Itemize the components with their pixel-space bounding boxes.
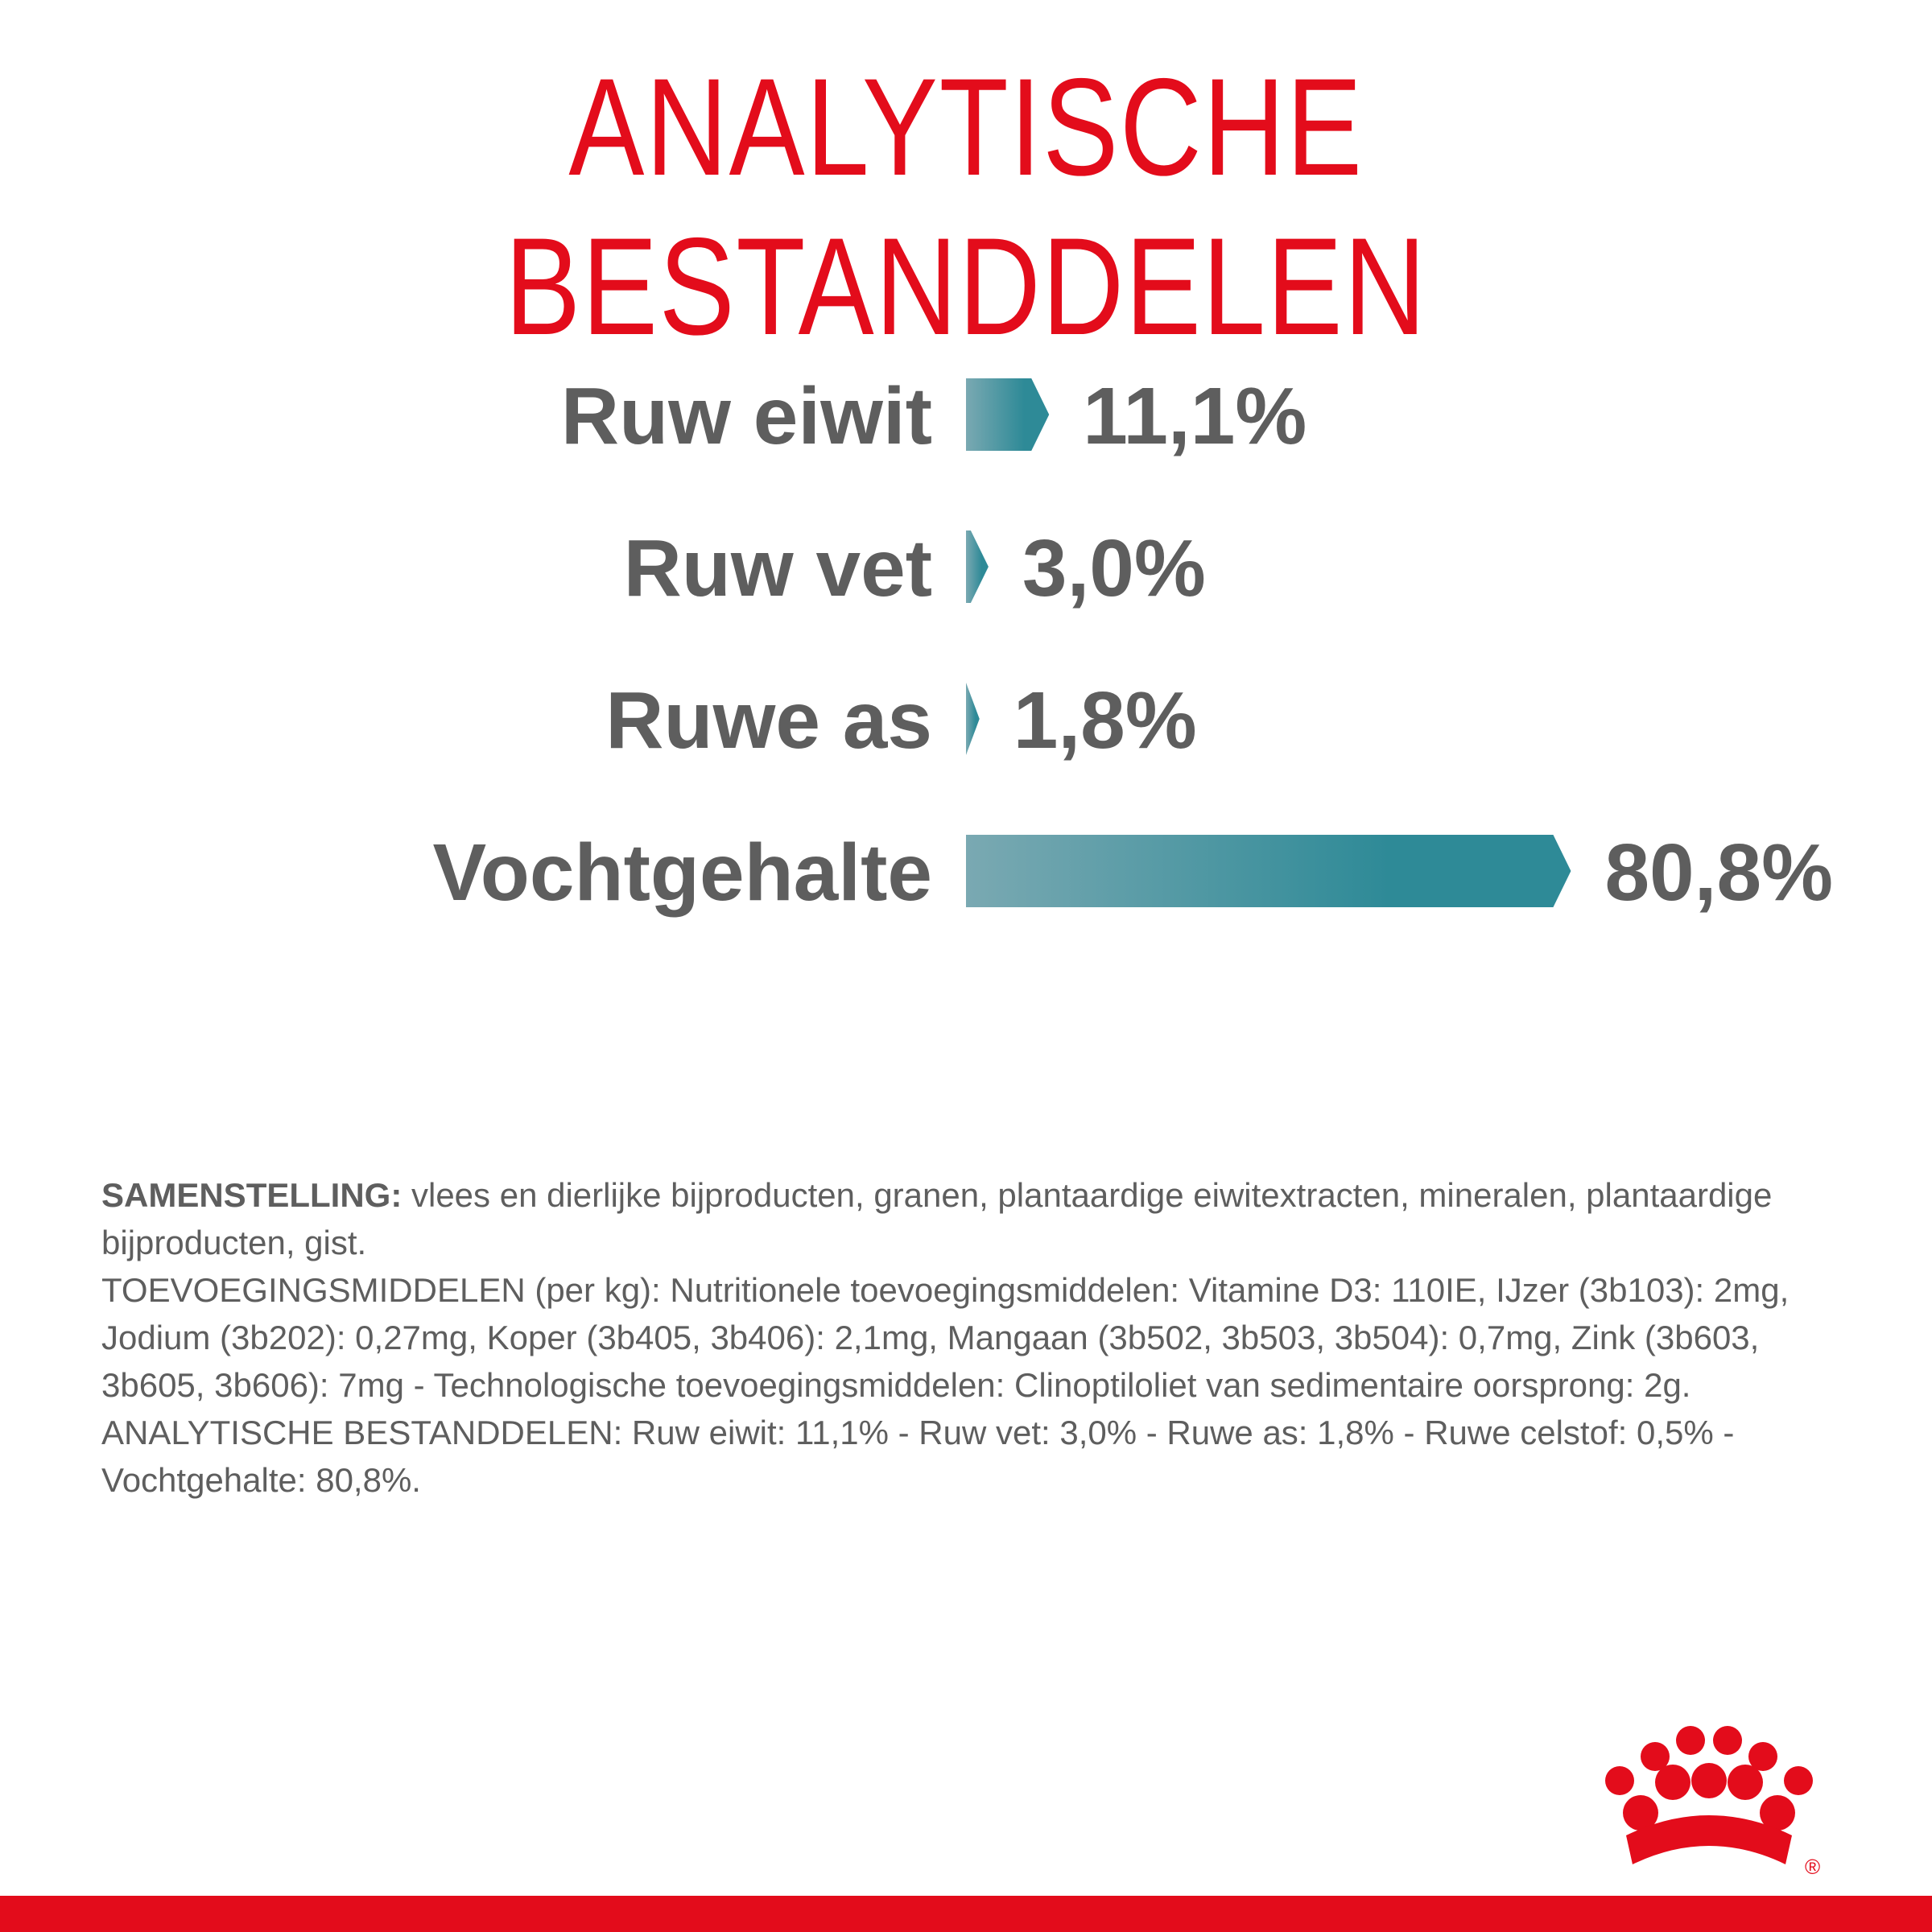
logo-dot — [1691, 1763, 1727, 1798]
composition-ingredients-text: vlees en dierlijke bijproducten, granen,… — [101, 1176, 1773, 1261]
category-label-ruwe-as: Ruwe as — [605, 675, 932, 766]
registered-mark: ® — [1805, 1855, 1820, 1876]
composition-analysis: ANALYTISCHE BESTANDDELEN: Ruw eiwit: 11,… — [101, 1414, 1735, 1499]
bar-ruwe-as — [966, 683, 980, 755]
page-title: ANALYTISCHE BESTANDDELEN — [505, 50, 1427, 364]
crown-logo-icon: ® — [1605, 1726, 1820, 1876]
composition-ingredients: SAMENSTELLING: vlees en dierlijke bijpro… — [101, 1171, 1832, 1266]
value-label-ruw-eiwit: 11,1% — [1083, 371, 1307, 461]
composition-additives: TOEVOEGINGSMIDDELEN (per kg): Nutritione… — [101, 1271, 1790, 1404]
logo-crown-base — [1626, 1815, 1792, 1864]
bar-ruw-vet — [966, 530, 989, 603]
composition-text: SAMENSTELLING: vlees en dierlijke bijpro… — [101, 1171, 1832, 1504]
category-label-vochtgehalte: Vochtgehalte — [433, 828, 932, 918]
bottom-brand-stripe — [0, 1896, 1932, 1932]
logo-dot — [1728, 1765, 1763, 1800]
bar-vochtgehalte — [966, 835, 1571, 907]
logo-dot — [1676, 1726, 1705, 1755]
logo-dot — [1713, 1726, 1742, 1755]
logo-dot — [1655, 1765, 1690, 1800]
value-label-ruw-vet: 3,0% — [1022, 523, 1206, 613]
logo-dot — [1641, 1742, 1670, 1771]
logo-dot — [1784, 1766, 1813, 1795]
value-label-ruwe-as: 1,8% — [1013, 675, 1197, 766]
value-label-vochtgehalte: 80,8% — [1604, 828, 1833, 918]
logo-dot — [1760, 1795, 1795, 1831]
logo-dot — [1748, 1742, 1777, 1771]
category-label-ruw-vet: Ruw vet — [624, 523, 932, 613]
logo-dot — [1623, 1795, 1658, 1831]
logo-dot — [1605, 1766, 1634, 1795]
category-label-ruw-eiwit: Ruw eiwit — [561, 371, 932, 461]
bar-ruw-eiwit — [966, 378, 1050, 451]
composition-heading: SAMENSTELLING: — [101, 1176, 402, 1214]
nutrient-bar-chart: Ruw eiwit 11,1% Ruw vet 3,0% Ruwe as 1,8% Voch… — [433, 371, 1833, 918]
